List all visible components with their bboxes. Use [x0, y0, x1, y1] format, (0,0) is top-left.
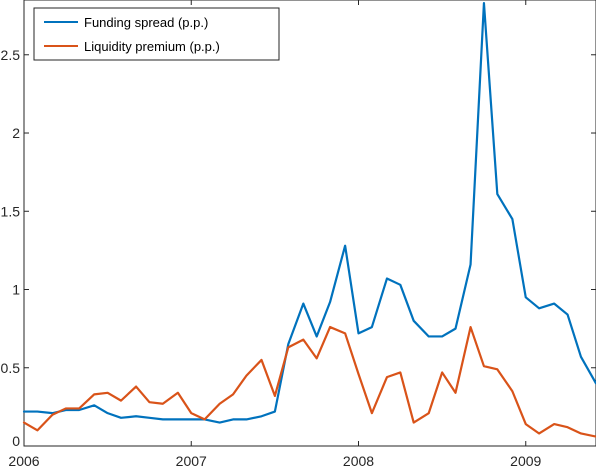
legend: Funding spread (p.p.) Liquidity premium …	[33, 7, 280, 61]
plot-area	[23, 0, 596, 447]
x-tick-label-1: 2007	[176, 453, 207, 469]
y-tick-label-4: 2	[12, 125, 20, 141]
series-line-1	[22, 325, 596, 438]
legend-box	[33, 7, 280, 61]
x-tick-label-2: 2008	[343, 453, 374, 469]
x-tick-label-0: 2006	[8, 453, 39, 469]
x-tick-label-3: 2009	[510, 453, 541, 469]
series-line-0	[22, 2, 596, 424]
series-layer	[22, 2, 596, 438]
legend-label-liquidity-premium: Liquidity premium (p.p.)	[84, 39, 220, 54]
y-tick-label-0: 0	[12, 433, 20, 449]
legend-label-funding-spread: Funding spread (p.p.)	[84, 15, 208, 30]
y-tick-label-3: 1.5	[1, 203, 21, 219]
y-tick-label-5: 2.5	[1, 47, 21, 63]
y-tick-label-2: 1	[12, 282, 20, 298]
y-tick-label-1: 0.5	[1, 360, 21, 376]
